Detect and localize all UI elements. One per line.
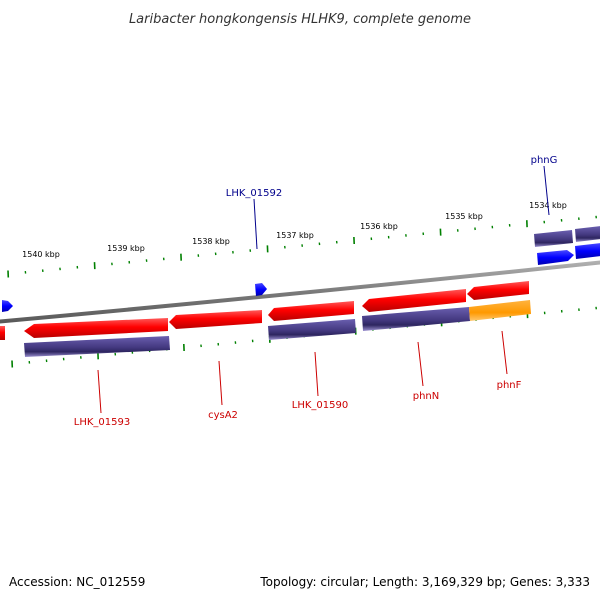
forward-cds-feature[interactable]: [255, 283, 267, 296]
reverse-cds-feature[interactable]: [169, 310, 262, 329]
gene-label-phnN[interactable]: phnN: [413, 391, 440, 402]
label-leader-line: [417, 341, 424, 387]
label-leader-line: [253, 198, 258, 250]
forward-cds-feature[interactable]: [575, 243, 600, 259]
reverse-cds-feature[interactable]: [0, 326, 5, 340]
gene-label-LHK_01590[interactable]: LHK_01590: [292, 400, 348, 411]
scale-label: 1535 kbp: [445, 212, 483, 221]
gene-label-phnG[interactable]: phnG: [531, 155, 558, 166]
label-leader-line: [97, 369, 102, 414]
accession-text: Accession: NC_012559: [9, 575, 145, 589]
outer-tick-ruler: [7, 215, 597, 278]
label-leader-line: [314, 351, 319, 397]
forward-gene-feature[interactable]: [575, 226, 600, 242]
gene-label-phnF[interactable]: phnF: [497, 380, 522, 391]
reverse-cds-feature[interactable]: [362, 289, 466, 312]
reverse-gene-feature[interactable]: [24, 336, 170, 357]
reverse-gene-feature[interactable]: [362, 307, 470, 331]
map-title: Laribacter hongkongensis HLHK9, complete…: [129, 12, 471, 27]
label-leader-line: [543, 165, 550, 216]
scale-label: 1538 kbp: [192, 237, 230, 246]
reverse-cds-feature[interactable]: [24, 318, 168, 338]
scale-label: 1537 kbp: [276, 231, 314, 240]
reverse-cds-feature[interactable]: [268, 301, 354, 321]
gene-label-LHK_01592[interactable]: LHK_01592: [226, 188, 282, 199]
scale-label: 1539 kbp: [107, 244, 145, 253]
label-leader-line: [218, 360, 223, 406]
scale-label: 1540 kbp: [22, 250, 60, 259]
gene-label-cysA2[interactable]: cysA2: [208, 410, 238, 421]
reverse-gene-feature-highlighted[interactable]: [469, 300, 531, 321]
genome-summary-text: Topology: circular; Length: 3,169,329 bp…: [259, 575, 590, 589]
genome-backbone: [0, 260, 600, 324]
reverse-gene-feature[interactable]: [268, 319, 356, 340]
reverse-cds-feature[interactable]: [467, 281, 529, 300]
forward-cds-feature[interactable]: [2, 300, 13, 312]
forward-cds-feature[interactable]: [537, 250, 574, 265]
gene-label-LHK_01593[interactable]: LHK_01593: [74, 417, 130, 428]
label-leader-line: [501, 330, 508, 375]
scale-label: 1536 kbp: [360, 222, 398, 231]
forward-gene-feature[interactable]: [534, 230, 573, 247]
